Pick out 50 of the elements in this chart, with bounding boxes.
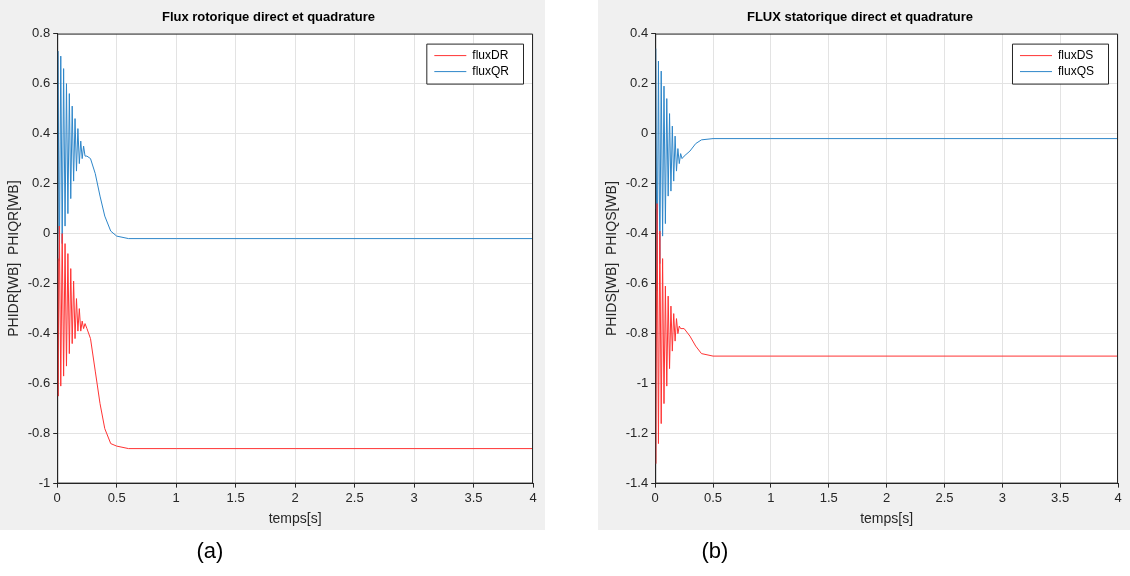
x-tick-label: 2.5 xyxy=(345,489,364,505)
y-tick-label: -1.4 xyxy=(625,475,649,491)
y-tick-label: 0 xyxy=(640,125,649,141)
x-tick-label: 1 xyxy=(767,489,775,505)
x-axis-title: temps[s] xyxy=(268,510,322,527)
y-axis-title: PHIDS[WB] PHIQS[WB] xyxy=(603,181,620,336)
y-tick-label: 0.4 xyxy=(630,25,649,41)
x-tick-label: 2 xyxy=(882,489,891,505)
legend-label: fluxQS xyxy=(1057,63,1094,78)
legend-label: fluxQR xyxy=(472,63,510,78)
x-tick-label: 0 xyxy=(53,489,61,505)
text: (b) xyxy=(700,538,730,564)
y-tick-label: 0.2 xyxy=(32,175,51,191)
x-tick-label: 2 xyxy=(291,489,299,505)
x-tick-label: 0.5 xyxy=(107,489,126,505)
y-tick-label: 0 xyxy=(42,225,51,241)
y-tick-label: -0.4 xyxy=(27,325,51,341)
x-tick-label: 4 xyxy=(1114,489,1122,505)
x-tick-label: 2.5 xyxy=(935,489,954,505)
legend-label: fluxDS xyxy=(1057,47,1094,62)
y-tick-label: 0.4 xyxy=(32,125,51,141)
chart-title: FLUX statorique direct et quadrature xyxy=(746,9,974,25)
x-tick-label: 1.5 xyxy=(226,489,245,505)
y-tick-label: -0.4 xyxy=(625,225,649,241)
legend-label: fluxDR xyxy=(472,47,509,62)
x-tick-label: 3.5 xyxy=(464,489,483,505)
text: (a) xyxy=(195,538,225,564)
x-tick-label: 0.5 xyxy=(704,489,723,505)
y-tick-label: -1.2 xyxy=(625,425,649,441)
y-tick-label: 0.8 xyxy=(32,25,51,41)
x-tick-label: 3 xyxy=(410,489,418,505)
y-tick-label: -0.2 xyxy=(27,275,51,291)
x-axis-title: temps[s] xyxy=(860,510,914,527)
y-tick-label: -0.8 xyxy=(27,425,51,441)
y-axis-title: PHIDR[WB] PHIQR[WB] xyxy=(5,180,22,337)
x-tick-label: 3 xyxy=(998,489,1006,505)
y-tick-label: 0.2 xyxy=(630,75,649,91)
x-tick-label: 4 xyxy=(529,489,537,505)
x-tick-label: 3.5 xyxy=(1051,489,1070,505)
y-tick-label: 0.6 xyxy=(32,75,51,91)
x-tick-label: 0 xyxy=(651,489,659,505)
chart-title: Flux rotorique direct et quadrature xyxy=(161,9,376,25)
y-tick-label: -0.2 xyxy=(625,175,649,191)
y-tick-label: -0.6 xyxy=(625,275,649,291)
x-tick-label: 1 xyxy=(172,489,180,505)
y-tick-label: -0.6 xyxy=(27,375,51,391)
x-tick-label: 1.5 xyxy=(819,489,838,505)
y-tick-label: -1 xyxy=(38,475,51,491)
y-tick-label: -0.8 xyxy=(625,325,649,341)
y-tick-label: -1 xyxy=(636,375,649,391)
